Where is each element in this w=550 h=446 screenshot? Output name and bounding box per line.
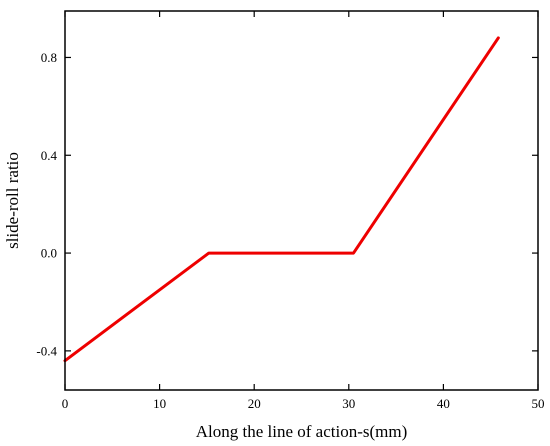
y-axis-label: slide-roll ratio xyxy=(3,152,22,249)
plot-frame-rect xyxy=(64,10,539,391)
plot-frame xyxy=(64,10,539,391)
y-tick-label: 0.4 xyxy=(41,148,58,163)
x-tick-label: 10 xyxy=(153,396,166,411)
y-tick-label: 0.8 xyxy=(41,50,57,65)
x-tick-label: 30 xyxy=(342,396,355,411)
x-axis-label: Along the line of action-s(mm) xyxy=(196,422,408,441)
series-line xyxy=(63,36,500,363)
tick-labels: 0 10 20 30 40 50 -0.4 0.0 0.4 0.8 xyxy=(36,50,544,411)
y-tick-label: -0.4 xyxy=(36,343,57,358)
series-layer xyxy=(63,36,500,363)
x-tick-label: 0 xyxy=(62,396,69,411)
axis-ticks xyxy=(64,11,539,390)
x-tick-label: 50 xyxy=(532,396,545,411)
x-tick-label: 40 xyxy=(437,396,450,411)
x-tick-label: 20 xyxy=(248,396,261,411)
y-tick-label: 0.0 xyxy=(41,246,57,261)
